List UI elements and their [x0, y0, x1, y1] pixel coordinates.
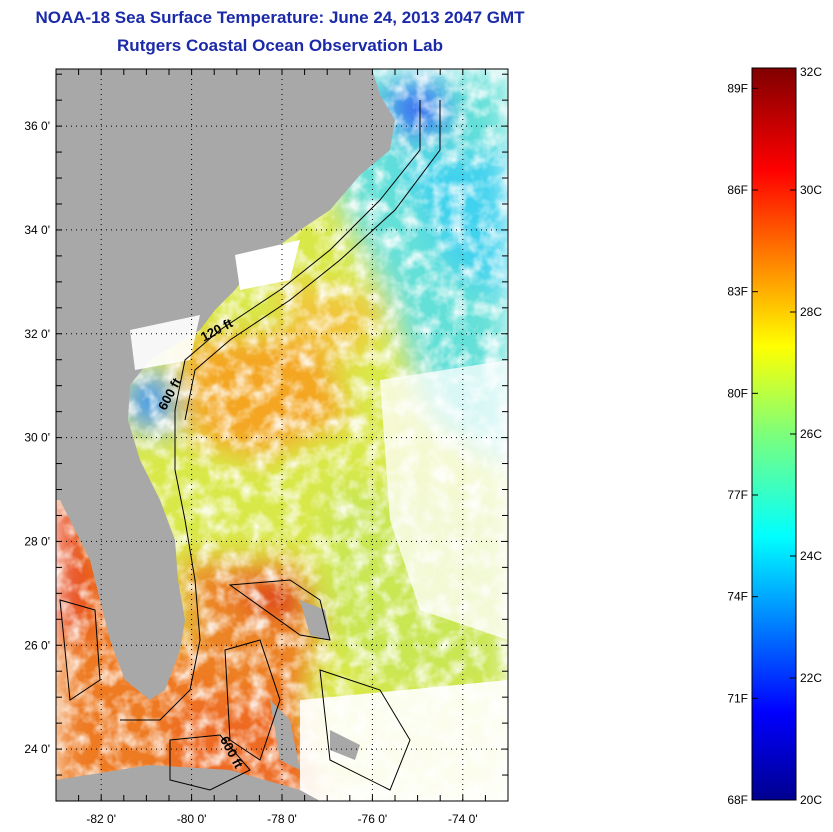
lon-tick-label: -78 0' [267, 812, 297, 826]
title-line-1: NOAA-18 Sea Surface Temperature: June 24… [35, 8, 525, 27]
celsius-tick-label: 30C [800, 183, 822, 197]
land-cuba [56, 765, 320, 801]
colorbar: 32C 30C 28C 26C 24C 22C 20C 89F 86F 83F 80F 77F 74F 7… [727, 65, 822, 807]
lat-tick-label: 26 0' [24, 638, 50, 652]
celsius-tick-label: 24C [800, 549, 822, 563]
celsius-tick-label: 20C [800, 793, 822, 807]
title-block: NOAA-18 Sea Surface Temperature: June 24… [0, 4, 560, 60]
lat-tick-label: 24 0' [24, 742, 50, 756]
gridlines [56, 69, 508, 801]
fahrenheit-tick-label: 83F [727, 285, 748, 299]
lat-tick-label: 30 0' [24, 431, 50, 445]
axis-ticks: 36 0' 34 0' 32 0' 30 0' 28 0' 26 0' 24 0' -82 0… [24, 69, 509, 826]
depth-contours [59, 100, 441, 791]
lon-tick-label: -80 0' [177, 812, 207, 826]
colorbar-gradient [751, 67, 797, 801]
title-line-2: Rutgers Coastal Ocean Observation Lab [117, 36, 443, 55]
lon-tick-label: -82 0' [86, 812, 116, 826]
lat-tick-label: 36 0' [24, 119, 50, 133]
fahrenheit-tick-label: 89F [727, 81, 748, 95]
fahrenheit-tick-label: 80F [727, 386, 748, 400]
fahrenheit-tick-label: 68F [727, 793, 748, 807]
fahrenheit-tick-label: 86F [727, 183, 748, 197]
lat-tick-label: 32 0' [24, 327, 50, 341]
celsius-tick-label: 26C [800, 427, 822, 441]
lat-tick-label: 28 0' [24, 534, 50, 548]
fahrenheit-tick-label: 77F [727, 488, 748, 502]
fahrenheit-tick-label: 74F [727, 590, 748, 604]
celsius-tick-label: 32C [800, 65, 822, 79]
colorbar-ticks: 32C 30C 28C 26C 24C 22C 20C 89F 86F 83F 80F 77F 74F 7… [727, 65, 822, 807]
celsius-tick-label: 28C [800, 305, 822, 319]
lon-tick-label: -76 0' [358, 812, 388, 826]
land-us-coast [56, 69, 395, 700]
land-bahamas-2 [270, 700, 300, 770]
lat-tick-label: 34 0' [24, 223, 50, 237]
land-bahamas-3 [330, 730, 360, 760]
lon-tick-label: -74 0' [448, 812, 478, 826]
fahrenheit-tick-label: 71F [727, 691, 748, 705]
celsius-tick-label: 22C [800, 671, 822, 685]
